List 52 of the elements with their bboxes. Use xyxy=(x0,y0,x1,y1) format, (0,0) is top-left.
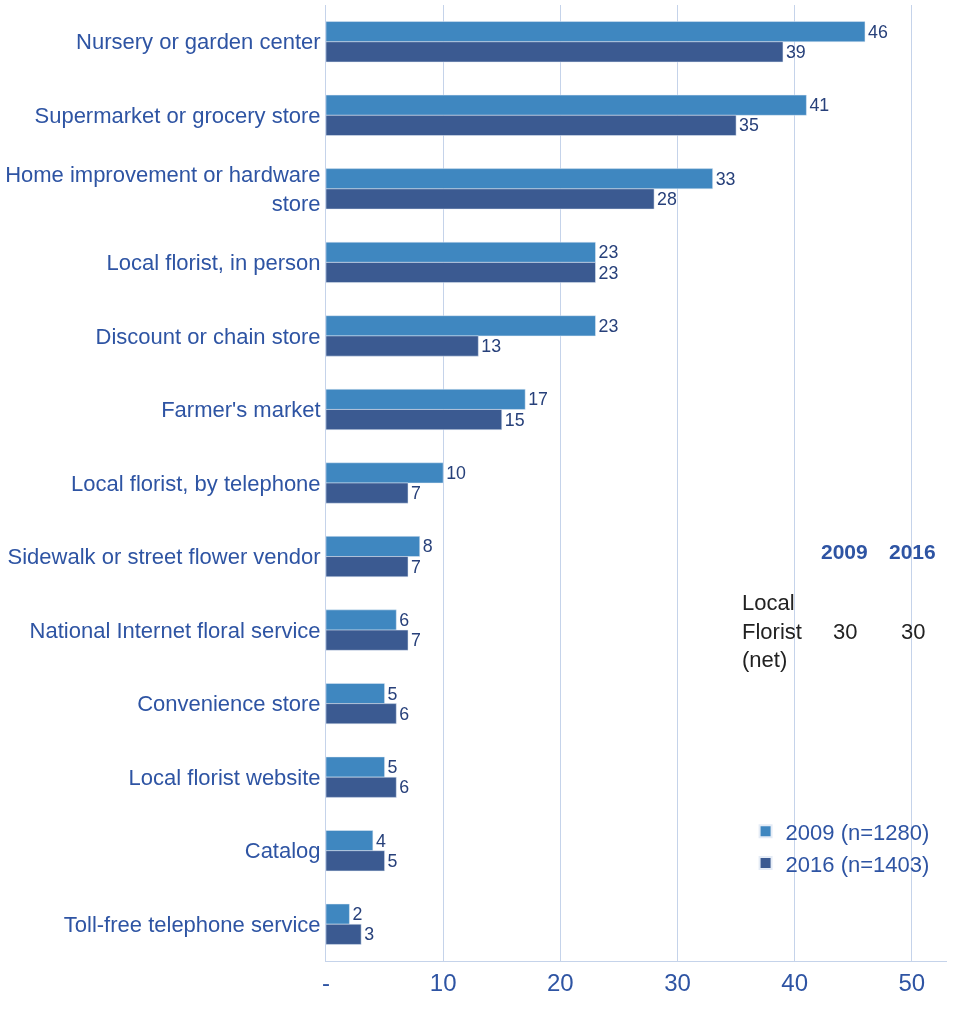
data-label: 3 xyxy=(364,924,375,945)
y-tick-label: Home improvement or hardware store xyxy=(5,162,321,216)
data-label: 23 xyxy=(598,242,619,263)
data-label: 5 xyxy=(387,683,398,704)
data-label: 6 xyxy=(399,777,410,798)
data-label: 6 xyxy=(399,703,410,724)
data-label: 7 xyxy=(411,483,421,504)
data-label: 23 xyxy=(598,315,619,336)
data-label: 13 xyxy=(481,336,502,357)
y-tick-label: Catalog xyxy=(244,838,321,864)
annotation: 2009 xyxy=(821,540,868,563)
y-tick-label: Local florist, by telephone xyxy=(71,470,321,496)
x-tick-label: 30 xyxy=(664,968,691,996)
x-tick-label: 50 xyxy=(898,968,926,996)
legend-label: 2009 (n=1280) xyxy=(785,819,930,845)
data-label: 39 xyxy=(785,41,806,62)
x-tick-label: - xyxy=(322,968,330,996)
x-tick-label: 20 xyxy=(546,968,574,996)
y-tick-label: Farmer's market xyxy=(161,397,321,423)
y-tick-label: Discount or chain store xyxy=(95,323,321,349)
data-label: 33 xyxy=(715,168,736,189)
y-tick-label: Local florist website xyxy=(128,764,321,790)
data-label: 28 xyxy=(657,189,677,210)
data-label: 15 xyxy=(504,409,525,430)
annotation: 30 xyxy=(833,619,858,644)
x-tick-label: 10 xyxy=(429,968,457,996)
data-label: 7 xyxy=(411,630,421,651)
data-label: 10 xyxy=(446,462,467,483)
y-tick-label: Nursery or garden center xyxy=(76,29,321,55)
annotation: 30 xyxy=(901,619,926,644)
y-tick-label: National Internet floral service xyxy=(29,617,321,643)
data-label: 4 xyxy=(375,830,386,851)
y-tick-label: Convenience store xyxy=(137,691,321,717)
data-label: 23 xyxy=(598,262,619,283)
data-label: 46 xyxy=(867,21,888,42)
y-tick-label: Toll-free telephone service xyxy=(63,911,321,937)
y-tick-label: Supermarket or grocery store xyxy=(34,103,321,129)
annotation: Local Florist (net) xyxy=(742,590,802,673)
data-label: 7 xyxy=(411,556,421,577)
data-label: 41 xyxy=(809,95,830,116)
data-label: 17 xyxy=(528,389,548,410)
y-tick-label: Local florist, in person xyxy=(106,250,321,276)
data-label: 2 xyxy=(352,904,363,925)
data-label: 5 xyxy=(387,757,398,778)
x-tick-label: 40 xyxy=(781,968,809,996)
data-label: 6 xyxy=(399,610,410,631)
data-label: 8 xyxy=(422,536,433,557)
annotation: 2016 xyxy=(889,540,936,563)
y-tick-label: Sidewalk or street flower vendor xyxy=(7,544,321,570)
legend-label: 2016 (n=1403) xyxy=(785,851,930,877)
data-label: 5 xyxy=(387,850,398,871)
data-label: 35 xyxy=(739,115,759,136)
